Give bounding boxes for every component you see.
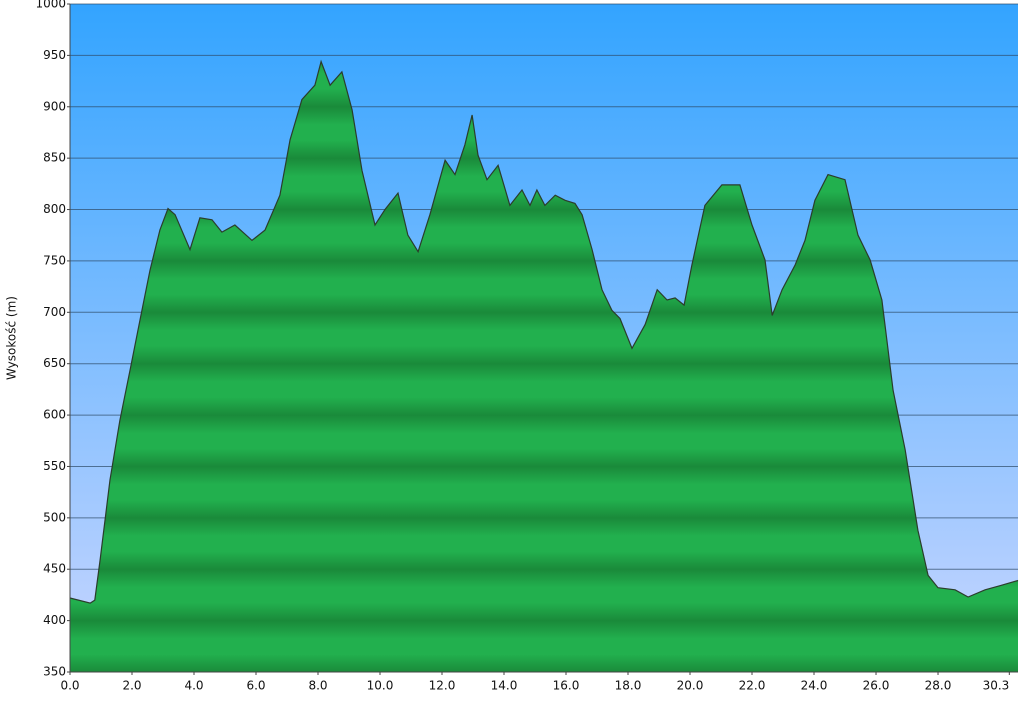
y-tick-label: 700 <box>43 305 66 319</box>
x-tick-label: 6.0 <box>246 679 265 693</box>
x-tick-label: 14.0 <box>491 679 518 693</box>
area <box>70 61 1018 673</box>
y-tick-label: 400 <box>43 613 66 627</box>
y-tick-label: 850 <box>43 151 66 165</box>
x-tick-label: 20.0 <box>677 679 704 693</box>
x-tick-label: 18.0 <box>615 679 642 693</box>
x-tick-label: 28.0 <box>925 679 952 693</box>
y-tick-label: 800 <box>43 202 66 216</box>
x-tick-label: 4.0 <box>184 679 203 693</box>
y-tick-label: 600 <box>43 408 66 422</box>
x-tick-label: 10.0 <box>367 679 394 693</box>
x-tick-label: 0.0 <box>60 679 79 693</box>
y-tick-label: 950 <box>43 48 66 62</box>
y-tick-label: 350 <box>43 665 66 679</box>
y-tick-label: 1000 <box>35 0 66 11</box>
y-axis-label: Wysokość (m) <box>5 296 19 380</box>
y-tick-label: 750 <box>43 253 66 267</box>
y-tick-label: 900 <box>43 99 66 113</box>
line <box>69 59 1019 604</box>
x-tick-label: 22.0 <box>739 679 766 693</box>
y-tick-label: 500 <box>43 510 66 524</box>
x-tick-label: 8.0 <box>308 679 327 693</box>
x-tick-label: 26.0 <box>863 679 890 693</box>
y-tick-label: 650 <box>43 356 66 370</box>
x-tick-label: 30.3 <box>983 679 1010 693</box>
y-tick-label: 550 <box>43 459 66 473</box>
x-tick-label: 16.0 <box>553 679 580 693</box>
x-tick-label: 24.0 <box>801 679 828 693</box>
x-tick-label: 2.0 <box>122 679 141 693</box>
x-tick-label: 12.0 <box>429 679 456 693</box>
y-tick-label: 450 <box>43 562 66 576</box>
